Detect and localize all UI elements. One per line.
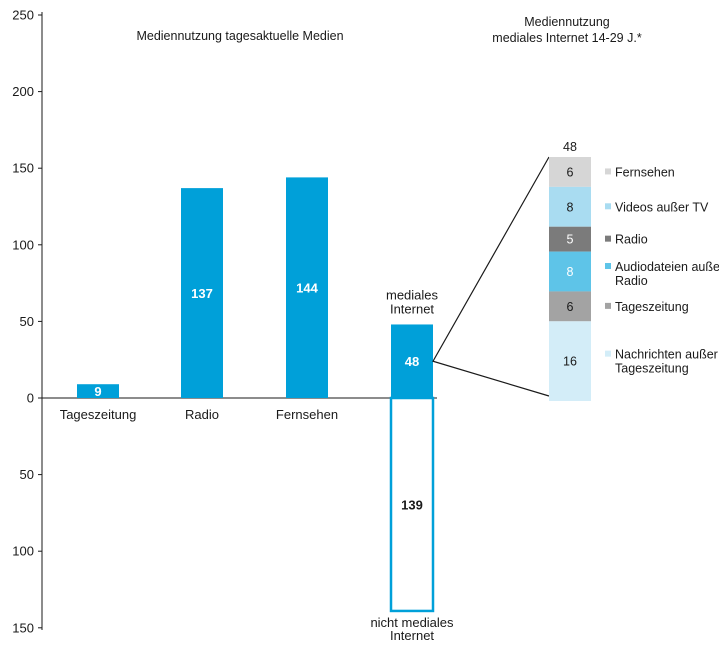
legend-swatch-radio [605,235,611,242]
y-tick-label: 50 [20,467,34,482]
legend-swatch-videos-ausser-tv [605,203,611,210]
legend-label-radio: Radio [615,233,648,247]
y-tick-label: 200 [12,84,34,99]
bar-nicht-mediales-internet [389,396,435,613]
category-labels: Tageszeitung Radio Fernsehen [60,407,338,422]
breakdown-chart-title: Mediennutzung mediales Internet 14-29 J.* [492,15,642,45]
breakdown-connector-lines [432,156,550,397]
legend-label-videos-ausser-tv: Videos außer TV [615,200,709,214]
y-tick-label: 100 [12,544,34,559]
stack-segment-label-radio: 5 [567,233,574,247]
stack-segment-label-videos-ausser-tv: 8 [567,200,574,214]
y-tick-label: 0 [27,391,34,406]
bar-value-label-mediales-internet: 48 [405,354,419,369]
y-axis-ticks: 250 200 150 100 50 0 50 100 150 [12,8,42,635]
text-line: Mediennutzung [524,15,610,29]
stacked-bar-segment-labels: 6 8 5 8 6 16 [563,165,577,368]
stacked-bar [549,157,591,401]
text-line: Nachrichten außer [615,348,718,362]
stack-segment-tageszeitung [549,291,591,322]
stacked-bar-total-label: 48 [563,140,577,154]
text-line: nicht mediales [370,615,454,630]
legend-label-nachrichten-ausser-tageszeitung: Nachrichten außer Tageszeitung [615,348,718,376]
stack-segment-videos-ausser-tv [549,186,591,227]
legend-label-tageszeitung: Tageszeitung [615,300,689,314]
text-line: Radio [615,233,648,247]
bar-value-label-tageszeitung: 9 [94,384,101,399]
y-tick-label: 150 [12,161,34,176]
text-line: Radio [615,274,648,288]
stack-segment-audiodateien-ausser-radio [549,251,591,292]
category-label-nicht-mediales-internet: nicht mediales Internet [370,615,454,643]
category-label-mediales-internet: mediales Internet [386,287,439,316]
y-tick-label: 50 [20,314,34,329]
bar-tageszeitung [77,384,119,398]
bar-value-label-fernsehen: 144 [296,281,318,296]
stack-segment-radio [549,226,591,252]
main-bar-value-labels: 9 137 144 48 [94,281,419,399]
stack-segment-label-nachrichten-ausser-tageszeitung: 16 [563,355,577,369]
y-tick-label: 150 [12,620,34,635]
text-line: Tageszeitung [615,300,689,314]
legend-swatch-audiodateien-ausser-radio [605,263,611,270]
bar-radio [181,188,223,398]
stack-segment-label-tageszeitung: 6 [567,300,574,314]
y-tick-label: 100 [12,237,34,252]
text-line: Videos außer TV [615,200,709,214]
legend-swatch-nachrichten-ausser-tageszeitung [605,350,611,357]
text-line: Internet [390,628,434,643]
stack-segment-nachrichten-ausser-tageszeitung [549,321,591,401]
text-line: Internet [390,301,434,316]
y-tick-label: 250 [12,8,34,23]
text-line: mediales Internet 14-29 J.* [492,31,642,45]
main-chart-title: Mediennutzung tagesaktuelle Medien [136,29,343,43]
text-line: Tageszeitung [615,362,689,376]
bar-value-label-radio: 137 [191,286,213,301]
category-label-radio: Radio [185,407,219,422]
stack-segment-label-fernsehen: 6 [567,165,574,179]
legend-label-fernsehen: Fernsehen [615,165,675,179]
bar-mediales-internet [391,324,433,398]
bar-value-label-nicht-mediales-internet: 139 [401,497,423,512]
category-label-fernsehen: Fernsehen [276,407,338,422]
bar-fernsehen [286,177,328,398]
text-line: Fernsehen [615,165,675,179]
legend-swatch-tageszeitung [605,302,611,309]
text-line: Audiodateien außer [615,260,719,274]
category-label-tageszeitung: Tageszeitung [60,407,137,422]
stack-segment-label-audiodateien-ausser-radio: 8 [567,265,574,279]
legend-swatch-fernsehen [605,168,611,175]
main-bars [77,177,433,398]
stack-segment-fernsehen [549,157,591,187]
text-line: mediales [386,287,439,302]
legend-label-audiodateien-ausser-radio: Audiodateien außer Radio [615,260,719,288]
